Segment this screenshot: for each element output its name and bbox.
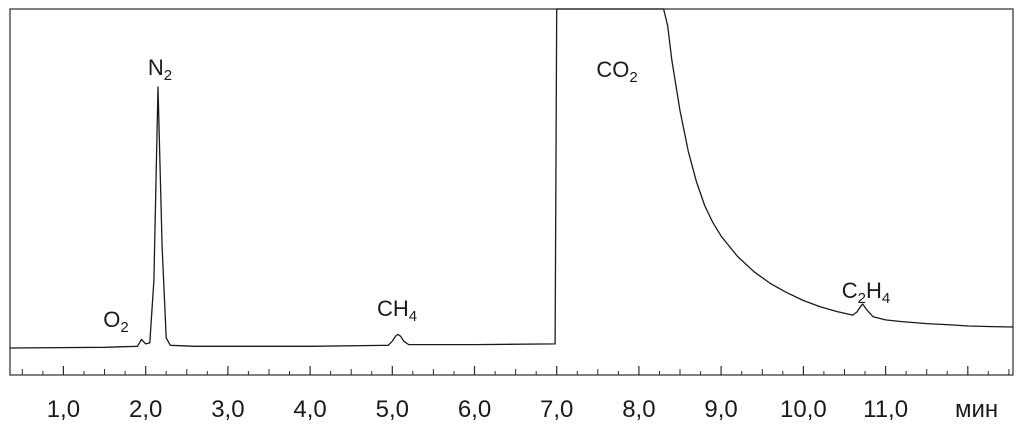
x-tick-label: 4,0: [293, 396, 326, 423]
x-axis-tick-labels: 1,0 2,0 3,0 4,0 5,0 6,0 7,0 8,0 9,0 10,0 11,0: [47, 396, 908, 423]
x-axis-unit-label: мин: [955, 396, 998, 423]
x-tick-label: 5,0: [376, 396, 409, 423]
x-tick-label: 8,0: [622, 396, 655, 423]
plot-frame: [9, 8, 1014, 376]
peak-label-o2: O2: [103, 307, 128, 336]
chromatogram-trace: [9, 8, 1014, 349]
peak-label-co2: CO2: [596, 57, 637, 86]
peak-labels: O2 N2 CH4 CO2 C2H4: [103, 55, 890, 336]
x-tick-label: 9,0: [704, 396, 737, 423]
x-axis-ticks: [21, 366, 1010, 375]
x-tick-label: 11,0: [863, 396, 908, 423]
peak-label-n2: N2: [148, 55, 172, 84]
x-tick-label: 1,0: [47, 396, 80, 423]
x-tick-label: 7,0: [540, 396, 573, 423]
peak-label-c2h4: C2H4: [842, 278, 890, 307]
x-tick-label: 3,0: [211, 396, 244, 423]
x-tick-label: 6,0: [458, 396, 491, 423]
x-tick-label: 10,0: [780, 396, 827, 423]
x-tick-label: 2,0: [129, 396, 162, 423]
peak-label-ch4: CH4: [377, 296, 417, 325]
